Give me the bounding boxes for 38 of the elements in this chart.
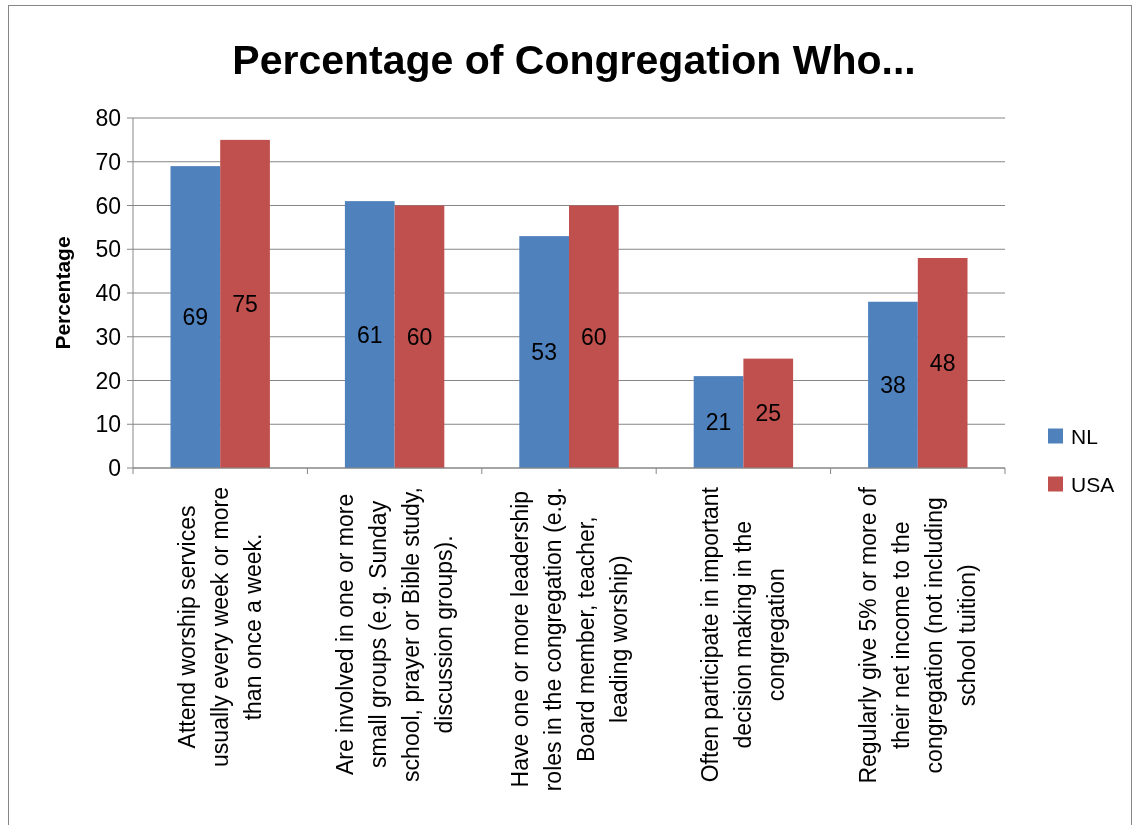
y-tick-label: 40 [95, 280, 121, 306]
y-tick-label: 80 [95, 105, 121, 131]
y-tick-label: 60 [95, 192, 121, 219]
legend-label: USA [1071, 472, 1115, 496]
y-tick-label: 30 [95, 323, 121, 350]
y-tick-label: 50 [95, 236, 121, 263]
y-tick-label: 70 [95, 148, 121, 175]
data-label: 61 [356, 321, 383, 348]
data-label: 60 [581, 323, 607, 350]
y-tick-label: 20 [95, 367, 121, 394]
bar [220, 139, 270, 468]
data-label: 25 [755, 400, 782, 427]
data-label: 69 [182, 304, 209, 331]
bar [170, 166, 221, 468]
y-tick-label: 10 [95, 411, 121, 438]
x-tick-label: Have one or more leadership roles in the congregation (e.g. Board member, teacher, leading worship) [506, 486, 632, 792]
bar [344, 201, 395, 468]
x-tick-label: Regularly give 5% or more of their net income to the congregation (not including school tuition) [855, 486, 981, 784]
y-axis-title: Percentage [50, 236, 74, 350]
bar [917, 258, 968, 468]
x-tick-label: Are involved in one or more small groups (e.g. Sunday school, prayer or Bible study, discussion groups). [332, 486, 458, 782]
data-label: 21 [705, 409, 732, 436]
bar [743, 358, 794, 468]
bar [394, 205, 445, 468]
data-label: 48 [929, 350, 956, 376]
bar [519, 236, 569, 468]
bar [693, 376, 744, 468]
x-tick-label: Attend worship services usually every week or more than once a week. [174, 486, 267, 767]
data-label: 38 [880, 371, 906, 398]
y-tick-label: 0 [108, 455, 121, 481]
bar [569, 205, 619, 468]
bar [868, 301, 918, 468]
x-tick-label: Often participate in important decision making in the congregation [697, 486, 790, 783]
data-label: 75 [232, 290, 258, 317]
chart-title: Percentage of Congregation Who... [232, 37, 916, 83]
data-label: 53 [531, 339, 557, 366]
data-label: 60 [406, 323, 433, 350]
legend-label: NL [1071, 424, 1098, 448]
